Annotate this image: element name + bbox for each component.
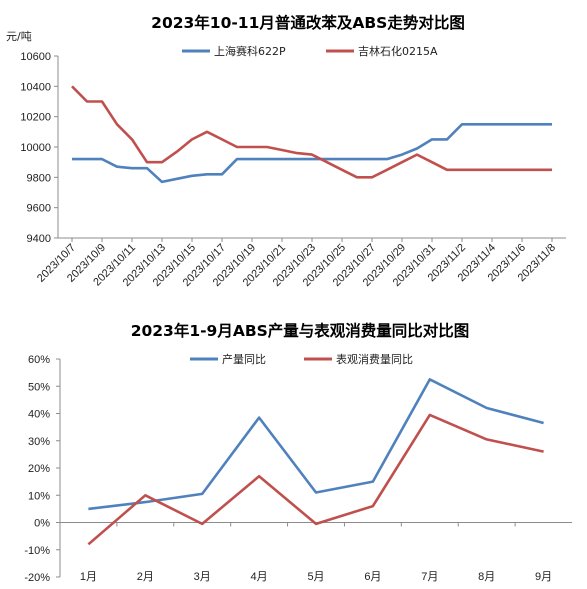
chart1-y-tick-label: 9600 (27, 203, 51, 215)
chart2-x-tick-label: 7月 (421, 571, 438, 583)
chart2-x-tick-label: 4月 (251, 571, 268, 583)
chart2-x-tick-label: 8月 (478, 571, 495, 583)
chart2-plot-area (87, 378, 544, 546)
chart2-y-tick-label: 60% (28, 354, 50, 366)
chart2-series-line-1 (87, 413, 544, 546)
chart1-legend: 上海赛科622P 吉林石化0215A (182, 44, 438, 58)
chart1-y-tick-label: 10000 (20, 142, 51, 154)
chart2-x-tick-label: 1月 (80, 571, 97, 583)
chart1-y-unit: 元/吨 (6, 30, 32, 43)
chart1-y-tick-label: 9800 (27, 172, 51, 184)
chart2-y-tick-label: 30% (28, 436, 50, 448)
price-trend-chart: 2023年10-11月普通改苯及ABS走势对比图 元/吨 上海赛科622P 吉林石… (6, 13, 566, 289)
chart2-y-tick-label: 0% (34, 518, 50, 530)
chart2-y-tick-label: -10% (24, 545, 50, 557)
chart2-y-tick-label: 50% (28, 381, 50, 393)
chart2-series-line-0 (88, 378, 544, 511)
chart2-axes: -20% -10% 0% 10% 20% 30% 40% 50% 60% 1月 2月 3月 4月 5月 6月… (24, 354, 572, 584)
chart1-y-tick-label: 10400 (20, 81, 51, 93)
chart1-y-tick-label: 9400 (27, 233, 51, 245)
chart1-plot-area (71, 85, 552, 184)
chart2-x-tick-label: 9月 (535, 571, 552, 583)
chart1-y-tick-label: 10600 (20, 51, 51, 63)
chart2-y-tick-label: 40% (28, 409, 50, 421)
chart2-x-tick-label: 2月 (137, 571, 154, 583)
chart2-y-tick-label: 10% (28, 490, 50, 502)
chart2-legend-label-0: 产量同比 (222, 352, 266, 366)
chart2-legend: 产量同比 表观消费量同比 (190, 352, 413, 366)
chart2-title: 2023年1-9月ABS产量与表观消费量同比对比图 (131, 321, 470, 340)
chart2-legend-label-1: 表观消费量同比 (336, 352, 413, 366)
chart2-y-tick-label: -20% (24, 572, 50, 584)
yoy-comparison-chart: 2023年1-9月ABS产量与表观消费量同比对比图 产量同比 表观消费量同比 -2… (24, 321, 572, 584)
chart2-y-tick-label: 20% (28, 463, 50, 475)
chart2-x-tick-label: 5月 (307, 571, 324, 583)
chart2-x-tick-label: 6月 (364, 571, 381, 583)
chart1-series-line-1 (71, 85, 552, 179)
chart1-y-tick-label: 10200 (20, 112, 51, 124)
chart1-series-line-0 (72, 123, 552, 184)
chart1-title: 2023年10-11月普通改苯及ABS走势对比图 (151, 13, 465, 32)
chart1-legend-label-1: 吉林石化0215A (358, 44, 438, 58)
chart1-legend-label-0: 上海赛科622P (214, 44, 286, 58)
chart2-x-tick-label: 3月 (194, 571, 211, 583)
